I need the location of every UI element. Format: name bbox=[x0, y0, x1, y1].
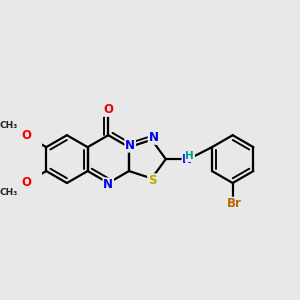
Text: S: S bbox=[148, 174, 156, 187]
Text: O: O bbox=[22, 129, 32, 142]
Text: N: N bbox=[148, 131, 159, 144]
Text: N: N bbox=[125, 139, 135, 152]
Text: N: N bbox=[103, 178, 113, 191]
Text: H: H bbox=[185, 152, 194, 161]
Text: CH₃: CH₃ bbox=[0, 121, 18, 130]
Text: CH₃: CH₃ bbox=[0, 188, 18, 197]
Text: N: N bbox=[182, 153, 192, 166]
Text: Br: Br bbox=[227, 197, 242, 210]
Text: O: O bbox=[22, 176, 32, 189]
Text: O: O bbox=[103, 103, 113, 116]
